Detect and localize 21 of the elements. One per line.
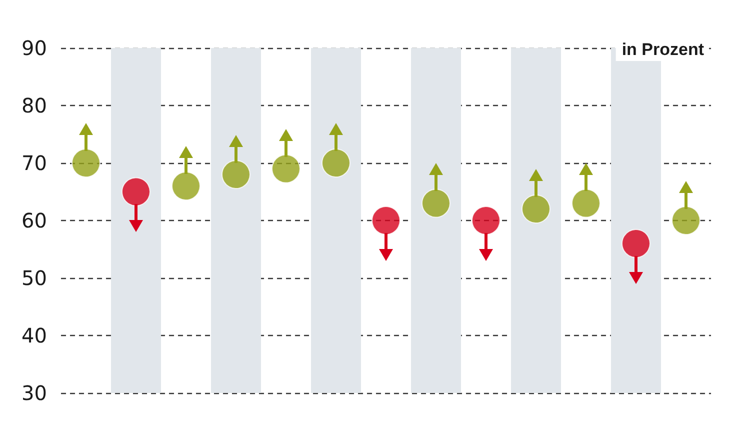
point	[322, 148, 350, 178]
point	[622, 229, 650, 258]
y-axis-title: in Prozent	[622, 40, 704, 59]
y-tick-label: 30	[22, 381, 47, 405]
y-tick-label: 60	[22, 208, 47, 232]
point	[122, 177, 150, 206]
point	[372, 206, 400, 235]
y-tick-label: 50	[22, 266, 47, 290]
point	[672, 206, 700, 235]
y-tick-label: 70	[22, 151, 47, 175]
y-tick-label: 80	[22, 94, 47, 118]
point	[422, 188, 450, 218]
point	[522, 194, 550, 224]
point	[472, 206, 500, 235]
point	[222, 160, 250, 189]
y-tick-label: 90	[22, 36, 47, 60]
point	[172, 172, 200, 200]
y-tick-label: 40	[22, 324, 47, 348]
point	[272, 154, 300, 184]
point	[72, 148, 100, 178]
point	[572, 188, 600, 218]
